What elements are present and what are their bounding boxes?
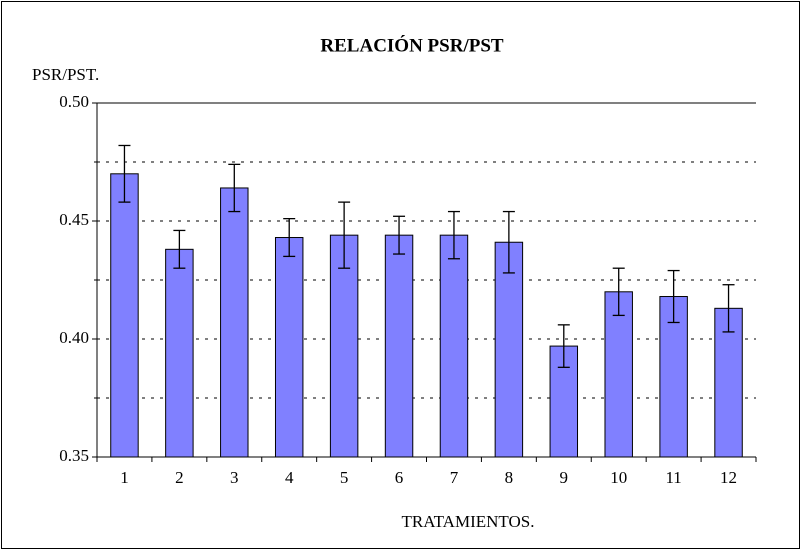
x-axis-label: TRATAMIENTOS. bbox=[402, 512, 535, 531]
x-tick-label: 8 bbox=[505, 468, 514, 487]
bar bbox=[274, 237, 304, 458]
bar bbox=[384, 234, 414, 458]
bar bbox=[494, 241, 524, 458]
chart-title: RELACIÓN PSR/PST bbox=[320, 34, 503, 56]
bar bbox=[165, 248, 194, 458]
bar bbox=[110, 173, 139, 458]
y-tick-label: 0.40 bbox=[59, 328, 89, 347]
bar bbox=[439, 234, 469, 458]
y-tick-label: 0.45 bbox=[59, 210, 89, 229]
x-tick-label: 1 bbox=[120, 468, 129, 487]
y-axis-label: PSR/PST. bbox=[32, 65, 99, 84]
x-tick-label: 11 bbox=[665, 468, 681, 487]
x-tick-label: 9 bbox=[560, 468, 569, 487]
x-tick-label: 12 bbox=[720, 468, 737, 487]
bar bbox=[604, 291, 633, 458]
bar bbox=[220, 187, 249, 458]
y-tick-label: 0.35 bbox=[59, 446, 89, 465]
x-tick-label: 10 bbox=[610, 468, 627, 487]
x-tick-label: 7 bbox=[450, 468, 459, 487]
x-tick-label: 5 bbox=[340, 468, 349, 487]
x-tick-label: 3 bbox=[230, 468, 239, 487]
bar bbox=[714, 307, 743, 458]
bar bbox=[659, 296, 688, 458]
x-tick-label: 6 bbox=[395, 468, 404, 487]
y-tick-label: 0.50 bbox=[59, 92, 89, 111]
bar bbox=[329, 234, 359, 458]
x-tick-label: 2 bbox=[175, 468, 184, 487]
x-tick-label: 4 bbox=[285, 468, 294, 487]
